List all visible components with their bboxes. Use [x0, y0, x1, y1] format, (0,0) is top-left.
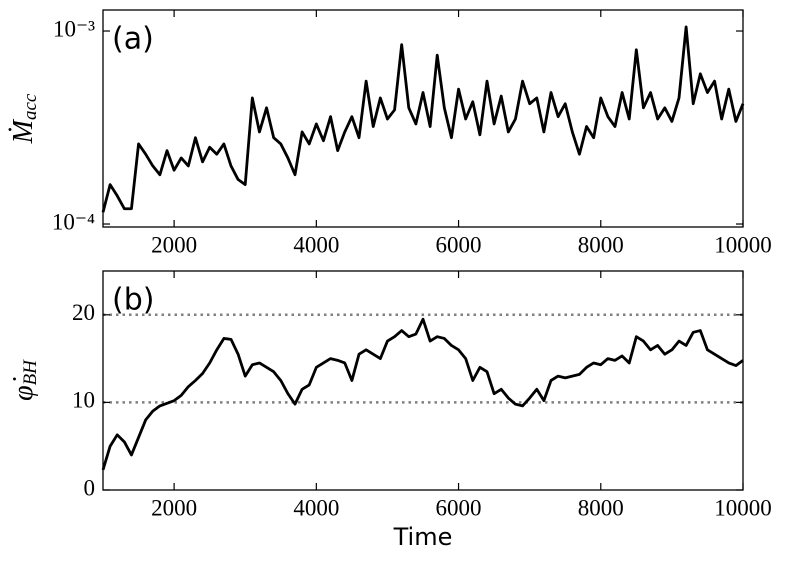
plot-frame [102, 270, 744, 491]
x-tick-label: 4000 [293, 495, 339, 520]
x-axis-label: Time [393, 523, 453, 551]
x-tick-label: 6000 [436, 232, 482, 257]
y-tick-label: 10⁻³ [53, 16, 95, 41]
x-tick-label: 8000 [578, 232, 624, 257]
x-tick-label: 2000 [151, 232, 197, 257]
data-line [101, 25, 745, 213]
y-axis-label: Ṁacc [8, 93, 41, 144]
x-tick-label: 10000 [714, 232, 772, 257]
y-tick-label: 20 [72, 300, 95, 325]
x-tick-label: 4000 [293, 232, 339, 257]
y-axis-label: φ̇BH [8, 359, 41, 401]
panel-label: (b) [112, 283, 154, 318]
y-tick-label: 10⁻⁴ [52, 209, 95, 234]
y-tick-label: 0 [84, 475, 96, 500]
x-tick-label: 6000 [436, 495, 482, 520]
x-tick-label: 10000 [714, 495, 772, 520]
y-tick-label: 10 [72, 388, 95, 413]
y-label-sub: acc [20, 93, 41, 120]
panel-label: (a) [112, 22, 154, 57]
plot-frame [102, 9, 744, 228]
x-tick-label: 8000 [578, 495, 624, 520]
x-tick-label: 2000 [151, 495, 197, 520]
y-label-main: Ṁ [8, 118, 39, 144]
y-label-sub: BH [20, 359, 41, 386]
data-line [101, 317, 744, 471]
